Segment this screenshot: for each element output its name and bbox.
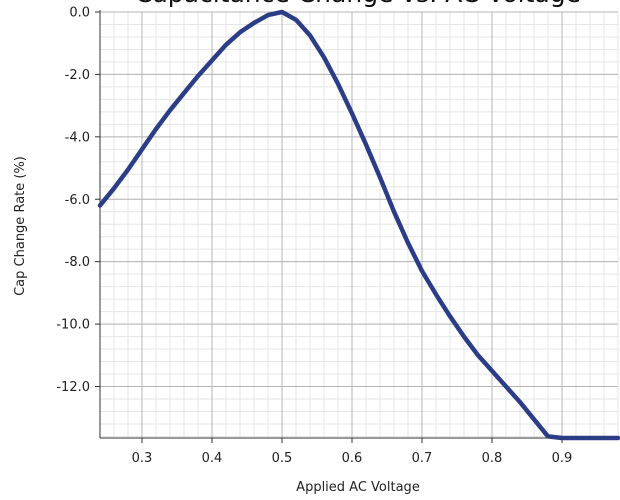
axes bbox=[99, 10, 618, 439]
y-tick-label: -2.0 bbox=[65, 68, 90, 83]
x-tick-label: 0.5 bbox=[272, 451, 293, 466]
major-grid bbox=[100, 11, 618, 438]
x-tick-label: 0.6 bbox=[342, 451, 363, 466]
y-tick-label: -12.0 bbox=[56, 380, 90, 395]
x-axis-title: Applied AC Voltage bbox=[296, 480, 420, 495]
x-tick-label: 0.4 bbox=[202, 451, 223, 466]
series-line-0 bbox=[97, 9, 620, 441]
x-tick-label: 0.7 bbox=[412, 451, 433, 466]
y-tick-label: -6.0 bbox=[65, 193, 90, 208]
series-layer bbox=[97, 9, 620, 441]
chart-title: Capacitance Change vs. AC Voltage bbox=[135, 0, 581, 8]
x-tick-label: 0.3 bbox=[132, 451, 153, 466]
y-tick-label: -10.0 bbox=[56, 318, 90, 333]
x-tick-label: 0.9 bbox=[552, 451, 573, 466]
y-tick-label: 0.0 bbox=[69, 6, 90, 21]
y-axis-title: Cap Change Rate (%) bbox=[13, 156, 28, 296]
x-axis-ticks: 0.3 0.4 0.5 0.6 0.7 0.8 0.9 bbox=[132, 438, 573, 466]
y-tick-label: -4.0 bbox=[65, 130, 90, 145]
y-tick-label: -8.0 bbox=[65, 255, 90, 270]
minor-grid bbox=[99, 11, 619, 438]
x-tick-label: 0.8 bbox=[482, 451, 503, 466]
y-axis-ticks: 0.0 -2.0 -4.0 -6.0 -8.0 -10.0 -12.0 bbox=[56, 6, 100, 395]
